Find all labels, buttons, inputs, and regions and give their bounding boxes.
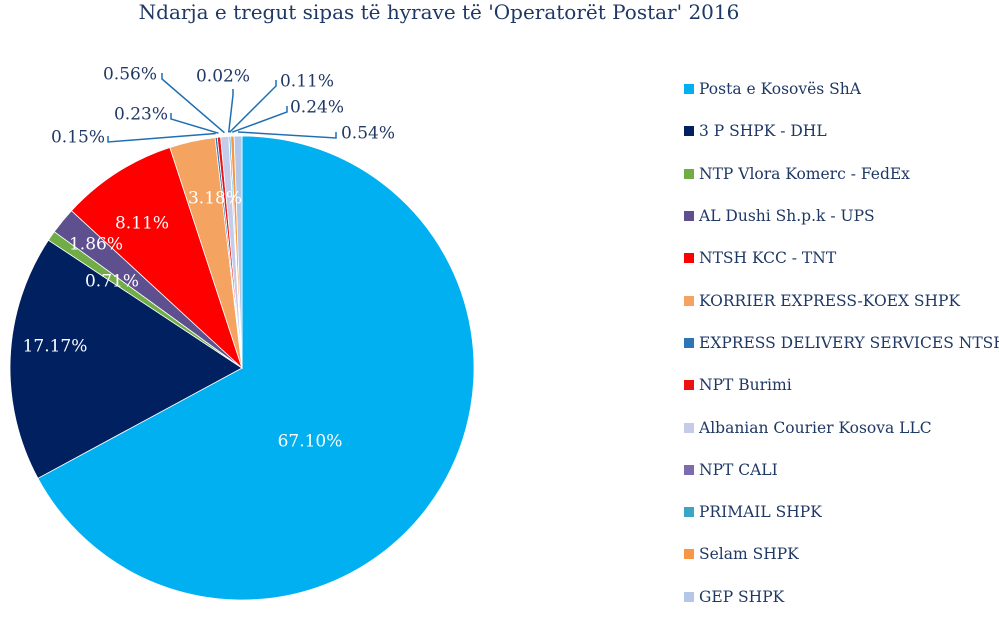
legend-swatch [684,126,694,137]
data-label-3-p-shpk-dhl: 17.17% [23,337,88,357]
chart-legend: Posta e Kosovës ShA 3 P SHPK - DHL NTP Vlo… [684,68,999,618]
legend-swatch [684,168,694,179]
legend-item-korrier-express-koex-shpk: KORRIER EXPRESS-KOEX SHPK [684,279,999,321]
legend-item-3-p-shpk-dhl: 3 P SHPK - DHL [684,110,999,152]
pie-slice-gep-shpk [233,135,243,369]
legend-label: NTP Vlora Komerc - FedEx [699,164,910,183]
legend-label: NTSH KCC - TNT [699,249,837,268]
legend-item-npt-cali: NPT CALI [684,449,999,491]
legend-item-selam-shpk: Selam SHPK [684,533,999,575]
legend-label: NPT Burimi [699,376,792,395]
legend-item-ntp-vlora-komerc-fedex: NTP Vlora Komerc - FedEx [684,153,999,195]
legend-item-ntsh-kcc-tnt: NTSH KCC - TNT [684,237,999,279]
data-label-ntp-vlora-komerc-fedex: 0.71% [85,272,139,292]
data-label-gep-shpk: 0.54% [341,124,395,144]
pie-chart: 67.10% 17.17% 0.71% 1.86%8.11% 3.18% 0.15% 0.2… [9,65,475,600]
legend-label: Albanian Courier Kosova LLC [699,418,932,437]
legend-swatch [684,549,694,560]
leader-line-gep-shpk [237,131,337,139]
leader-line-selam-shpk [231,106,288,133]
legend-swatch [684,464,694,475]
legend-item-npt-burimi: NPT Burimi [684,364,999,406]
data-label-posta-e-kosov-s-sha: 67.10% [278,432,343,452]
data-label-albanian-courier-kosova-llc: 0.56% [103,65,157,85]
data-label-ntsh-kcc-tnt: 8.11% [115,214,169,234]
data-label-al-dushi-sh-p-k-ups: 1.86% [69,235,123,255]
legend-swatch [684,507,694,518]
data-label-express-delivery-services-ntsh: 0.15% [51,128,105,148]
legend-item-albanian-courier-kosova-llc: Albanian Courier Kosova LLC [684,406,999,448]
legend-swatch [684,253,694,264]
legend-label: PRIMAIL SHPK [699,503,822,522]
data-label-npt-cali: 0.02% [196,67,250,87]
legend-swatch [684,84,694,95]
legend-item-al-dushi-sh-p-k-ups: AL Dushi Sh.p.k - UPS [684,195,999,237]
data-label-selam-shpk: 0.24% [290,98,344,118]
legend-label: Selam SHPK [699,545,799,564]
legend-swatch [684,591,694,602]
legend-label: Posta e Kosovës ShA [699,80,861,99]
pie-slice-3-p-shpk-dhl [9,239,243,479]
legend-label: AL Dushi Sh.p.k - UPS [699,207,875,226]
legend-label: NPT CALI [699,460,778,479]
legend-swatch [684,337,694,348]
legend-label: 3 P SHPK - DHL [699,122,827,141]
legend-label: EXPRESS DELIVERY SERVICES NTSH [699,333,999,352]
leader-line-npt-cali [227,89,234,133]
legend-label: KORRIER EXPRESS-KOEX SHPK [699,291,961,310]
legend-swatch [684,380,694,391]
data-label-npt-burimi: 0.23% [114,105,168,125]
leader-line-albanian-courier-kosova-llc [161,73,225,134]
legend-swatch [684,211,694,222]
legend-swatch [684,422,694,433]
chart-title: Ndarja e tregut sipas të hyrave të 'Oper… [138,0,740,24]
leader-line-npt-burimi [170,113,219,134]
legend-label: GEP SHPK [699,587,785,606]
legend-item-primail-shpk: PRIMAIL SHPK [684,491,999,533]
legend-swatch [684,295,694,306]
data-label-korrier-express-koex-shpk: 3.18% [188,189,242,209]
legend-item-express-delivery-services-ntsh: EXPRESS DELIVERY SERVICES NTSH [684,322,999,364]
legend-item-gep-shpk: GEP SHPK [684,576,999,618]
data-label-primail-shpk: 0.11% [280,72,334,92]
leader-line-primail-shpk [229,80,277,133]
pie-slice-posta-e-kosov-s-sha [37,135,475,600]
pie-slice-ntsh-kcc-tnt [70,146,243,370]
leader-line-express-delivery-services-ntsh [107,132,216,143]
legend-item-posta-e-kosov-s-sha: Posta e Kosovës ShA [684,68,999,110]
